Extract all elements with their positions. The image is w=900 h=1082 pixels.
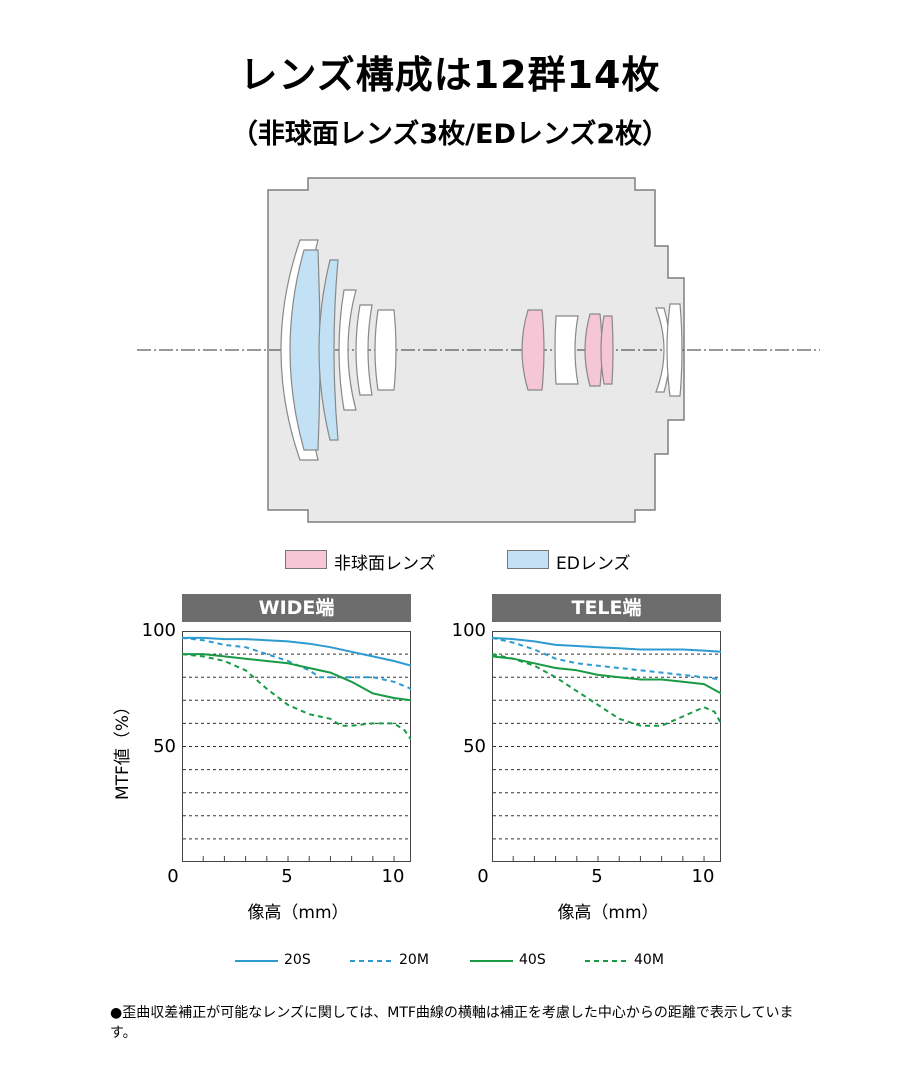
lens-element-5 bbox=[355, 304, 373, 396]
tele-xtick-10: 10 bbox=[691, 866, 715, 887]
lens-construction-diagram bbox=[137, 177, 820, 523]
wide-series-40m bbox=[182, 653, 411, 741]
lens-element-9-asph bbox=[584, 313, 603, 387]
tele-x-axis-label: 像高（mm） bbox=[557, 903, 659, 923]
wide-ytick-50: 50 bbox=[153, 736, 176, 757]
wide-xtick-5: 5 bbox=[281, 866, 293, 887]
wide-series-20m bbox=[182, 636, 411, 690]
lens-element-2-ed bbox=[289, 249, 321, 451]
page-title: レンズ構成は12群14枚 bbox=[239, 53, 661, 97]
tele-series-20s bbox=[492, 636, 721, 653]
lens-element-12 bbox=[666, 303, 683, 397]
wide-mtf-chart bbox=[182, 631, 411, 862]
footnote: ●歪曲収差補正が可能なレンズに関しては、MTF曲線の横軸は補正を考慮した中心から… bbox=[110, 1005, 794, 1041]
wide-xtick-10: 10 bbox=[381, 866, 405, 887]
lens-element-3-ed bbox=[318, 259, 339, 441]
lens-element-8 bbox=[554, 315, 579, 385]
tele-xtick-5: 5 bbox=[591, 866, 603, 887]
wide-y-axis-label: MTF値（%） bbox=[113, 698, 133, 800]
mtf-legend-lines bbox=[235, 960, 628, 962]
wide-series-40s bbox=[182, 653, 411, 702]
tele-ytick-100: 100 bbox=[451, 620, 486, 641]
wide-x-axis-label: 像高（mm） bbox=[247, 903, 349, 923]
lens-element-10-asph bbox=[600, 315, 614, 385]
wide-chart-title: WIDE端 bbox=[182, 594, 411, 622]
page-subtitle: （非球面レンズ3枚/EDレンズ2枚） bbox=[230, 119, 670, 150]
aspherical-legend-label: 非球面レンズ bbox=[334, 554, 436, 574]
lens-element-4 bbox=[338, 289, 357, 411]
tele-ytick-50: 50 bbox=[463, 736, 486, 757]
tele-series-40s bbox=[492, 655, 721, 695]
legend-20m-label: 20M bbox=[399, 952, 429, 968]
legend-40s-label: 40S bbox=[519, 952, 546, 968]
lens-element-6 bbox=[374, 309, 397, 391]
tele-series-20m bbox=[492, 636, 721, 681]
tele-mtf-chart bbox=[492, 631, 721, 862]
legend-40m-label: 40M bbox=[634, 952, 664, 968]
legend-20s-label: 20S bbox=[284, 952, 311, 968]
tele-xtick-0: 0 bbox=[477, 866, 489, 887]
ed-legend-label: EDレンズ bbox=[556, 554, 631, 574]
wide-plot-frame bbox=[182, 631, 411, 862]
lens-element-7-asph bbox=[521, 309, 545, 391]
ed-legend-swatch bbox=[507, 550, 549, 569]
tele-plot-frame bbox=[492, 631, 721, 862]
aspherical-legend-swatch bbox=[285, 550, 327, 569]
tele-series-40m bbox=[492, 653, 721, 727]
wide-xtick-0: 0 bbox=[167, 866, 179, 887]
wide-ytick-100: 100 bbox=[141, 620, 176, 641]
tele-chart-title: TELE端 bbox=[492, 594, 721, 622]
wide-series-20s bbox=[182, 636, 411, 667]
